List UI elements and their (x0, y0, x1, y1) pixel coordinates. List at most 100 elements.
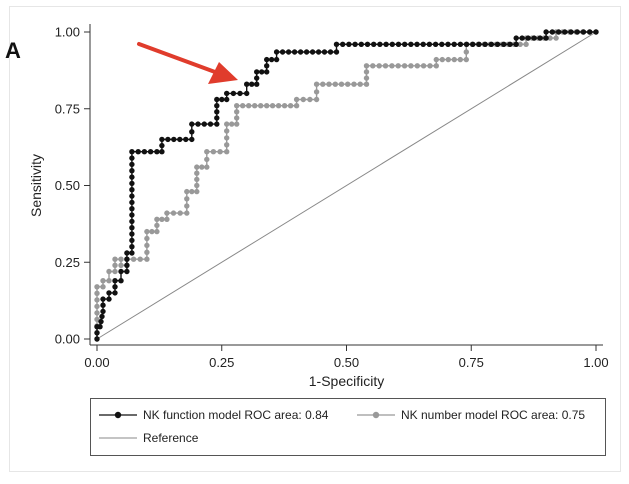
data-point-nk-function (230, 90, 237, 97)
axes: 0.00 0.25 0.50 0.75 1.00 0.00 0.25 0.50 0.75 1.00… (28, 24, 609, 389)
data-point-nk-function (264, 69, 270, 75)
data-point-nk-function (568, 29, 574, 35)
legend-label-nk-function: NK function model ROC area: 0.84 (143, 408, 329, 422)
data-point-nk-function (214, 96, 220, 103)
data-point-nk-function (327, 49, 334, 55)
x-tick-label: 0.75 (459, 355, 484, 370)
data-point-nk-number (395, 63, 401, 69)
data-point-nk-function (309, 49, 316, 55)
data-point-nk-function (254, 69, 260, 75)
data-point-nk-number (94, 284, 100, 290)
legend-item-nk-function: NK function model ROC area: 0.84 (99, 408, 328, 422)
data-point-nk-number (204, 156, 210, 163)
data-point-nk-function (219, 96, 225, 103)
data-point-nk-function (141, 149, 148, 155)
legend-swatch-black-line-dot (99, 410, 137, 420)
y-tick-label: 0.50 (55, 178, 80, 193)
data-point-nk-function (333, 49, 340, 55)
data-point-nk-number (363, 75, 370, 81)
data-point-nk-function (98, 318, 104, 325)
data-point-nk-function (129, 199, 135, 206)
data-point-nk-number (194, 176, 200, 183)
data-point-nk-function (159, 149, 165, 155)
data-point-nk-number (159, 216, 165, 222)
data-point-nk-number (382, 63, 389, 69)
legend: NK function model ROC area: 0.84 NK numb… (90, 398, 606, 456)
data-point-nk-function (451, 41, 457, 47)
data-point-nk-function (580, 29, 587, 35)
data-point-nk-function (562, 29, 568, 35)
data-point-nk-function (426, 41, 433, 47)
data-point-nk-number (313, 81, 320, 87)
data-point-nk-function (543, 29, 549, 35)
data-point-nk-function (129, 155, 135, 161)
annotation-layer (137, 42, 238, 84)
data-point-nk-number (234, 121, 240, 127)
data-point-nk-number (94, 310, 100, 316)
legend-swatch-gray-line-dot (357, 410, 395, 420)
data-point-nk-function (513, 35, 519, 41)
panel-label: A (5, 38, 21, 63)
x-tick-label: 1.00 (583, 355, 608, 370)
data-point-nk-function (224, 96, 230, 103)
data-point-nk-function (273, 56, 280, 63)
data-point-nk-number (234, 115, 240, 121)
legend-item-reference: Reference (99, 431, 198, 445)
data-point-nk-function (333, 41, 340, 47)
data-point-nk-number (149, 228, 155, 235)
data-point-nk-function (94, 330, 100, 336)
data-point-nk-number (224, 135, 230, 141)
data-point-nk-number (112, 262, 118, 268)
data-point-nk-function (106, 290, 112, 296)
data-point-nk-number (154, 222, 160, 229)
y-tick-label: 0.75 (55, 101, 80, 116)
data-point-nk-number (144, 228, 150, 235)
data-point-nk-number (338, 81, 345, 87)
data-point-nk-function (118, 278, 124, 284)
data-point-nk-function (124, 256, 130, 262)
data-point-nk-function (214, 115, 220, 121)
data-point-nk-number (184, 203, 190, 209)
data-point-nk-function (94, 336, 100, 342)
data-point-nk-function (321, 49, 328, 55)
data-point-nk-function (587, 29, 593, 35)
data-point-nk-number (414, 63, 420, 69)
data-point-nk-function (463, 41, 470, 47)
data-point-nk-function (129, 237, 135, 244)
data-point-nk-function (118, 268, 124, 275)
data-point-nk-function (291, 49, 298, 55)
data-point-nk-number (463, 56, 469, 63)
data-point-nk-number (463, 49, 469, 55)
data-point-nk-number (144, 249, 150, 255)
data-point-nk-function (315, 49, 322, 55)
data-point-nk-number (517, 41, 523, 47)
data-point-nk-number (433, 56, 439, 63)
y-tick-label: 1.00 (55, 25, 80, 40)
data-point-nk-number (94, 316, 100, 323)
data-point-nk-function (249, 81, 255, 87)
data-point-nk-number (189, 188, 195, 195)
data-point-nk-function (279, 49, 286, 55)
data-point-nk-function (254, 75, 260, 81)
data-point-nk-function (470, 41, 476, 47)
data-point-nk-number (313, 96, 320, 103)
data-point-nk-function (100, 302, 106, 308)
data-point-nk-function (371, 41, 377, 47)
data-point-nk-number (112, 268, 118, 275)
data-point-nk-number (177, 210, 183, 216)
data-point-nk-function (501, 41, 507, 47)
x-tick-label: 0.00 (84, 355, 109, 370)
data-point-nk-function (488, 41, 495, 47)
data-point-nk-number (363, 81, 370, 87)
data-point-nk-number (184, 210, 190, 216)
data-point-nk-function (129, 212, 135, 218)
data-point-nk-number (154, 228, 160, 235)
data-point-nk-function (408, 41, 414, 47)
legend-item-nk-number: NK number model ROC area: 0.75 (357, 408, 585, 422)
data-point-nk-function (195, 121, 201, 127)
x-axis-title: 1-Specificity (309, 373, 384, 389)
data-point-nk-function (189, 136, 195, 143)
data-point-nk-number (246, 103, 252, 109)
data-point-nk-number (144, 242, 150, 249)
data-point-nk-number (370, 63, 376, 69)
